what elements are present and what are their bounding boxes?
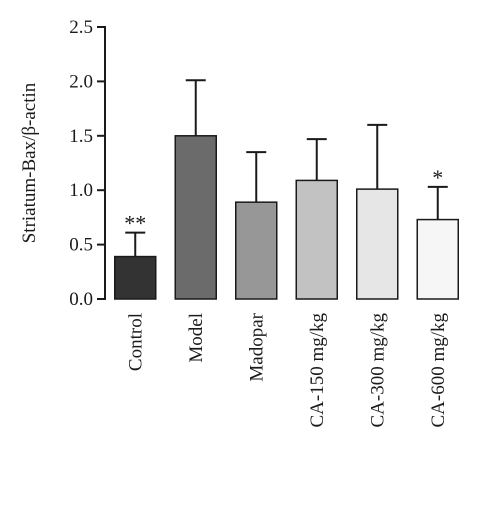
x-category-label: Control — [125, 313, 146, 371]
x-category-label: CA-300 mg/kg — [367, 313, 388, 428]
y-axis-title: Striatum-Bax/β-actin — [19, 82, 40, 243]
bar — [174, 135, 217, 300]
significance-marker: ** — [124, 211, 146, 236]
bar — [235, 201, 278, 300]
y-tick-label: 0.5 — [69, 235, 93, 256]
y-tick-label: 1.5 — [69, 126, 93, 147]
y-ticks: 0.0 0.5 1.0 1.5 2.0 2.5 — [69, 17, 105, 310]
significance-markers: *** — [124, 165, 443, 236]
y-tick-label: 2.0 — [69, 71, 93, 92]
x-category-label: CA-150 mg/kg — [307, 313, 328, 428]
y-tick-label: 0.0 — [69, 289, 93, 310]
x-category-label: CA-600 mg/kg — [428, 313, 449, 428]
bar — [416, 218, 459, 300]
significance-marker: * — [432, 165, 443, 190]
error-bars — [125, 79, 448, 257]
y-tick-label: 1.0 — [69, 180, 93, 201]
bars — [114, 135, 459, 300]
y-tick-label: 2.5 — [69, 17, 93, 38]
bar — [295, 179, 338, 300]
x-category-labels: Control Model Madopar CA-150 mg/kg CA-300 mg… — [125, 312, 449, 427]
bar — [356, 188, 399, 300]
x-category-label: Model — [186, 313, 207, 363]
bar — [114, 255, 157, 300]
x-category-label: Madopar — [246, 312, 267, 381]
